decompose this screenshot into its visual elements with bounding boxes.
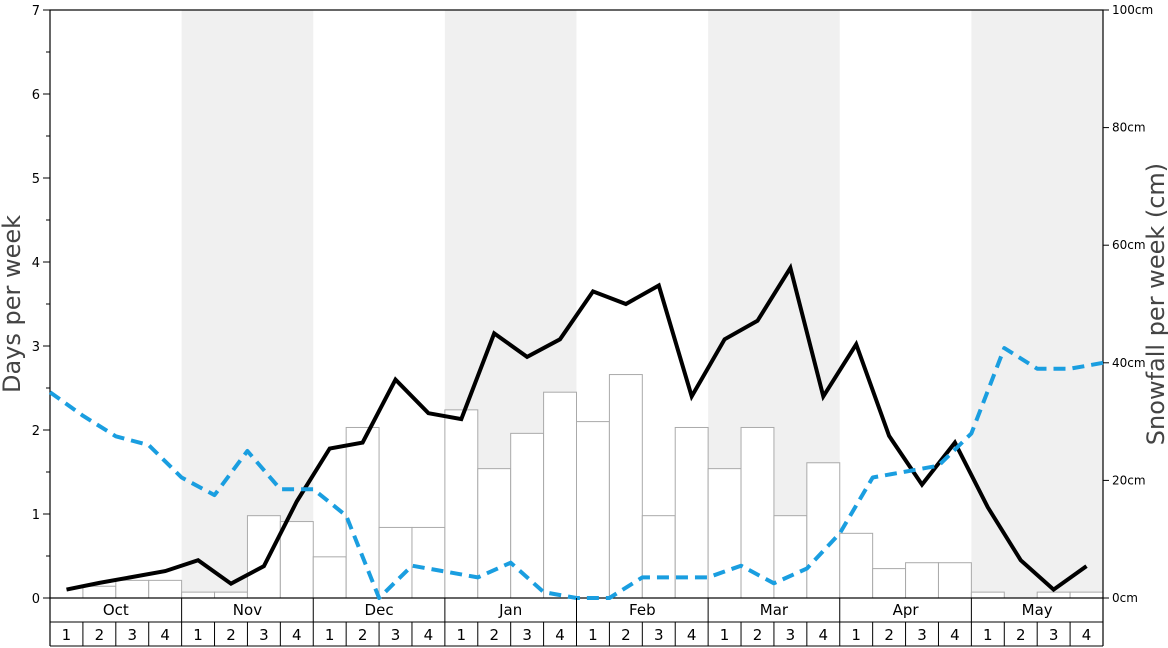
week-label: 2 [489,626,499,644]
snowfall-bar [1069,591,1104,599]
y-left-tick-label: 6 [32,88,40,103]
snowfall-bar [674,426,709,599]
week-label: 3 [391,626,401,644]
week-label: 2 [358,626,368,644]
month-label-dec: Dec [365,601,394,619]
snowfall-bar [477,468,512,599]
y-left-tick-label: 2 [32,424,40,439]
week-label: 4 [555,626,565,644]
snowfall-bar [576,421,610,599]
snowfall-bar [707,468,742,599]
week-label: 4 [424,626,434,644]
y-left-tick-label: 3 [32,340,40,355]
week-label: 3 [1049,626,1059,644]
y-left-tick-label: 0 [32,592,40,607]
week-label: 4 [950,626,960,644]
week-label: 2 [753,626,763,644]
week-label: 3 [786,626,796,644]
week-label: 3 [127,626,137,644]
snowfall-bar [937,562,972,599]
week-label: 2 [884,626,894,644]
snowfall-bar [181,591,216,599]
snowfall-bar [148,579,183,599]
y-right-tick-label: 80cm [1112,121,1146,135]
snow-days-line [66,262,1088,593]
shade-nov [181,10,314,598]
shade-may [971,10,1103,598]
week-label: 1 [983,626,993,644]
snowfall-bar [839,532,874,599]
week-label: 1 [62,626,72,644]
week-label: 2 [621,626,631,644]
snowfall-bar [773,515,808,599]
snowfall-bar [543,391,577,599]
week-label: 1 [193,626,203,644]
month-label-may: May [1022,601,1053,619]
snowfall-bar [905,562,939,599]
snowfall-bar [82,585,117,599]
week-label: 1 [325,626,335,644]
snowfall-bar [872,568,907,599]
snowfall-bar [444,409,479,599]
week-label: 4 [292,626,302,644]
snowfall-bar [378,526,413,599]
week-label: 1 [457,626,467,644]
week-label: 2 [1016,626,1026,644]
y-right-tick-label: 100cm [1112,3,1153,17]
y-left-tick-label: 4 [32,256,40,271]
week-label: 4 [160,626,170,644]
week-label: 1 [588,626,598,644]
y-right-tick-label: 60cm [1112,238,1146,252]
week-label: 2 [95,626,105,644]
month-shading [181,10,1103,598]
y-right-tick-label: 0cm [1112,591,1138,605]
month-label-jan: Jan [498,601,522,619]
snowfall-bar [806,462,841,599]
snowfall-bar [740,426,775,599]
month-label-mar: Mar [760,601,789,619]
y-left-tick-label: 5 [32,172,40,187]
y-left-tick-label: 7 [32,4,40,19]
snowfall-bar [608,374,643,599]
y-right-tick-label: 20cm [1112,473,1146,487]
axes: 0 1 2 3 4 5 6 7 0cm 20cm 40cm 60cm 80cm 100cm [32,3,1153,607]
snowfall-bar [510,432,545,599]
snowfall-bar [312,556,347,599]
week-label: 3 [654,626,664,644]
snowfall-bar [246,515,281,599]
month-label-feb: Feb [629,601,656,619]
y-left-axis-title: Days per week [0,215,26,393]
snowfall-bars [82,374,1104,599]
y-right-tick-label: 40cm [1112,356,1146,370]
week-label: 4 [687,626,697,644]
month-label-nov: Nov [233,601,262,619]
week-label: 1 [851,626,861,644]
snowfall-bar [641,515,676,599]
snowfall-bar [411,526,446,599]
week-label: 4 [819,626,829,644]
week-label: 4 [1082,626,1092,644]
snowfall-bar [970,591,1005,599]
y-left-tick-label: 1 [32,508,40,523]
week-label: 3 [522,626,532,644]
snowfall-bar [1036,591,1071,599]
month-label-apr: Apr [893,601,920,619]
week-label: 1 [720,626,730,644]
snowfall-bar [345,426,380,599]
week-label: 3 [259,626,269,644]
snowfall-bar [279,521,314,599]
month-label-oct: Oct [103,601,129,619]
week-label: 3 [917,626,927,644]
snowfall-bar [115,579,150,599]
y-right-axis-title: Snowfall per week (cm) [1142,163,1168,445]
week-label: 2 [226,626,236,644]
category-labels: Oct 1 2 3 4 Nov 1 2 3 4 Dec 1 2 3 4 Jan 1 2 3 4 Feb 1 2 3 4 Mar 1 2… [49,598,1104,647]
snowfall-bar [214,591,248,599]
